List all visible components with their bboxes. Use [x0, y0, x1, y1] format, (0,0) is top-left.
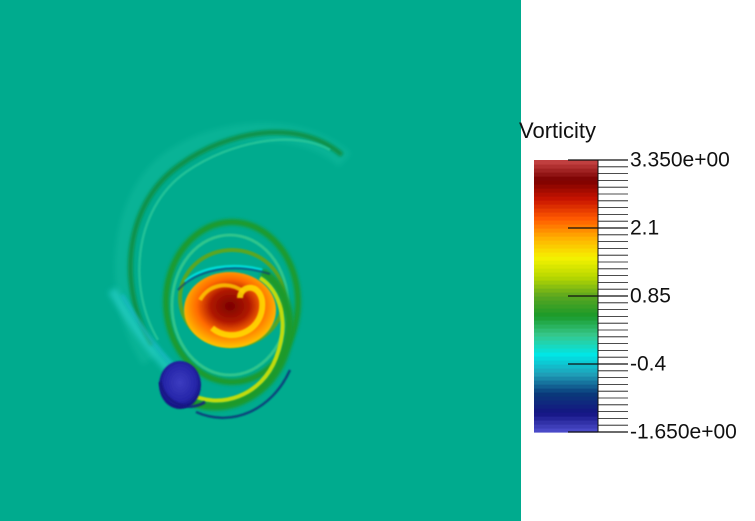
colorbar-band [534, 196, 598, 201]
colorbar-band [534, 192, 598, 197]
colorbar-band [534, 320, 598, 325]
colorbar-band [534, 224, 598, 229]
colorbar-band [534, 240, 598, 245]
colorbar-band [534, 340, 598, 345]
colorbar-band [534, 420, 598, 425]
colorbar-band [534, 328, 598, 333]
colorbar-band [534, 376, 598, 381]
colorbar-band [534, 256, 598, 261]
colorbar-band [534, 356, 598, 361]
colorbar-band [534, 236, 598, 241]
colorbar-band [534, 352, 598, 357]
colorbar-band [534, 308, 598, 313]
colorbar-band [534, 204, 598, 209]
colorbar-band [534, 380, 598, 385]
colorbar-band [534, 368, 598, 373]
colorbar-band [534, 272, 598, 277]
colorbar-band [534, 252, 598, 257]
colorbar-band [534, 200, 598, 205]
colorbar-band [534, 288, 598, 293]
colorbar-band [534, 348, 598, 353]
colorbar-band [534, 160, 598, 165]
vorticity-field-plot [0, 0, 521, 521]
colorbar-band [534, 336, 598, 341]
colorbar-band [534, 416, 598, 421]
colorbar-band [534, 296, 598, 301]
colorbar-band [534, 360, 598, 365]
colorbar-band [534, 168, 598, 173]
colorbar-band [534, 384, 598, 389]
colorbar-band [534, 292, 598, 297]
colorbar [534, 160, 598, 433]
colorbar-band [534, 324, 598, 329]
colorbar-band [534, 188, 598, 193]
middle-ring [163, 219, 301, 385]
vorticity-field-svg [108, 122, 351, 420]
colorbar-band [534, 228, 598, 233]
colorbar-band [534, 388, 598, 393]
colorbar-band [534, 404, 598, 409]
colorbar-tick-label: 2.1 [630, 216, 660, 240]
colorbar-band [534, 372, 598, 377]
colorbar-band [534, 344, 598, 349]
colorbar-band [534, 316, 598, 321]
colorbar-band [534, 248, 598, 253]
colorbar-band [534, 276, 598, 281]
colorbar-band [534, 300, 598, 305]
colorbar-band [534, 176, 598, 181]
colorbar-band [534, 312, 598, 317]
colorbar-band [534, 412, 598, 417]
colorbar-band [534, 184, 598, 189]
colorbar-major-ticks [568, 159, 628, 433]
colorbar-band [534, 264, 598, 269]
colorbar-band [534, 260, 598, 265]
colorbar-band [534, 220, 598, 225]
colorbar-band [534, 216, 598, 221]
lower-swirl-arm [177, 268, 294, 411]
colorbar-tick-label: -1.650e+00 [630, 420, 737, 444]
colorbar-band [534, 268, 598, 273]
colorbar-band [534, 164, 598, 169]
colorbar-band [534, 396, 598, 401]
outer-spiral-arm [127, 129, 344, 347]
colorbar-title: Vorticity [519, 118, 597, 143]
colorbar-band [534, 284, 598, 289]
colorbar-band [534, 392, 598, 397]
colorbar-band [534, 332, 598, 337]
colorbar-tick-label: 0.85 [630, 284, 671, 308]
colorbar-band [534, 232, 598, 237]
colorbar-band [534, 408, 598, 413]
colorbar-band [534, 244, 598, 249]
colorbar-tick-label: 3.350e+00 [630, 148, 730, 172]
colorbar-band [534, 428, 598, 433]
colorbar-band [534, 424, 598, 429]
colorbar-band [534, 212, 598, 217]
colorbar-band [534, 304, 598, 309]
colorbar-band [534, 180, 598, 185]
colorbar-band [534, 364, 598, 369]
colorbar-band [534, 172, 598, 177]
colorbar-band [534, 208, 598, 213]
colorbar-tick-label: -0.4 [630, 352, 667, 376]
colorbar-band [534, 400, 598, 405]
colorbar-band [534, 280, 598, 285]
